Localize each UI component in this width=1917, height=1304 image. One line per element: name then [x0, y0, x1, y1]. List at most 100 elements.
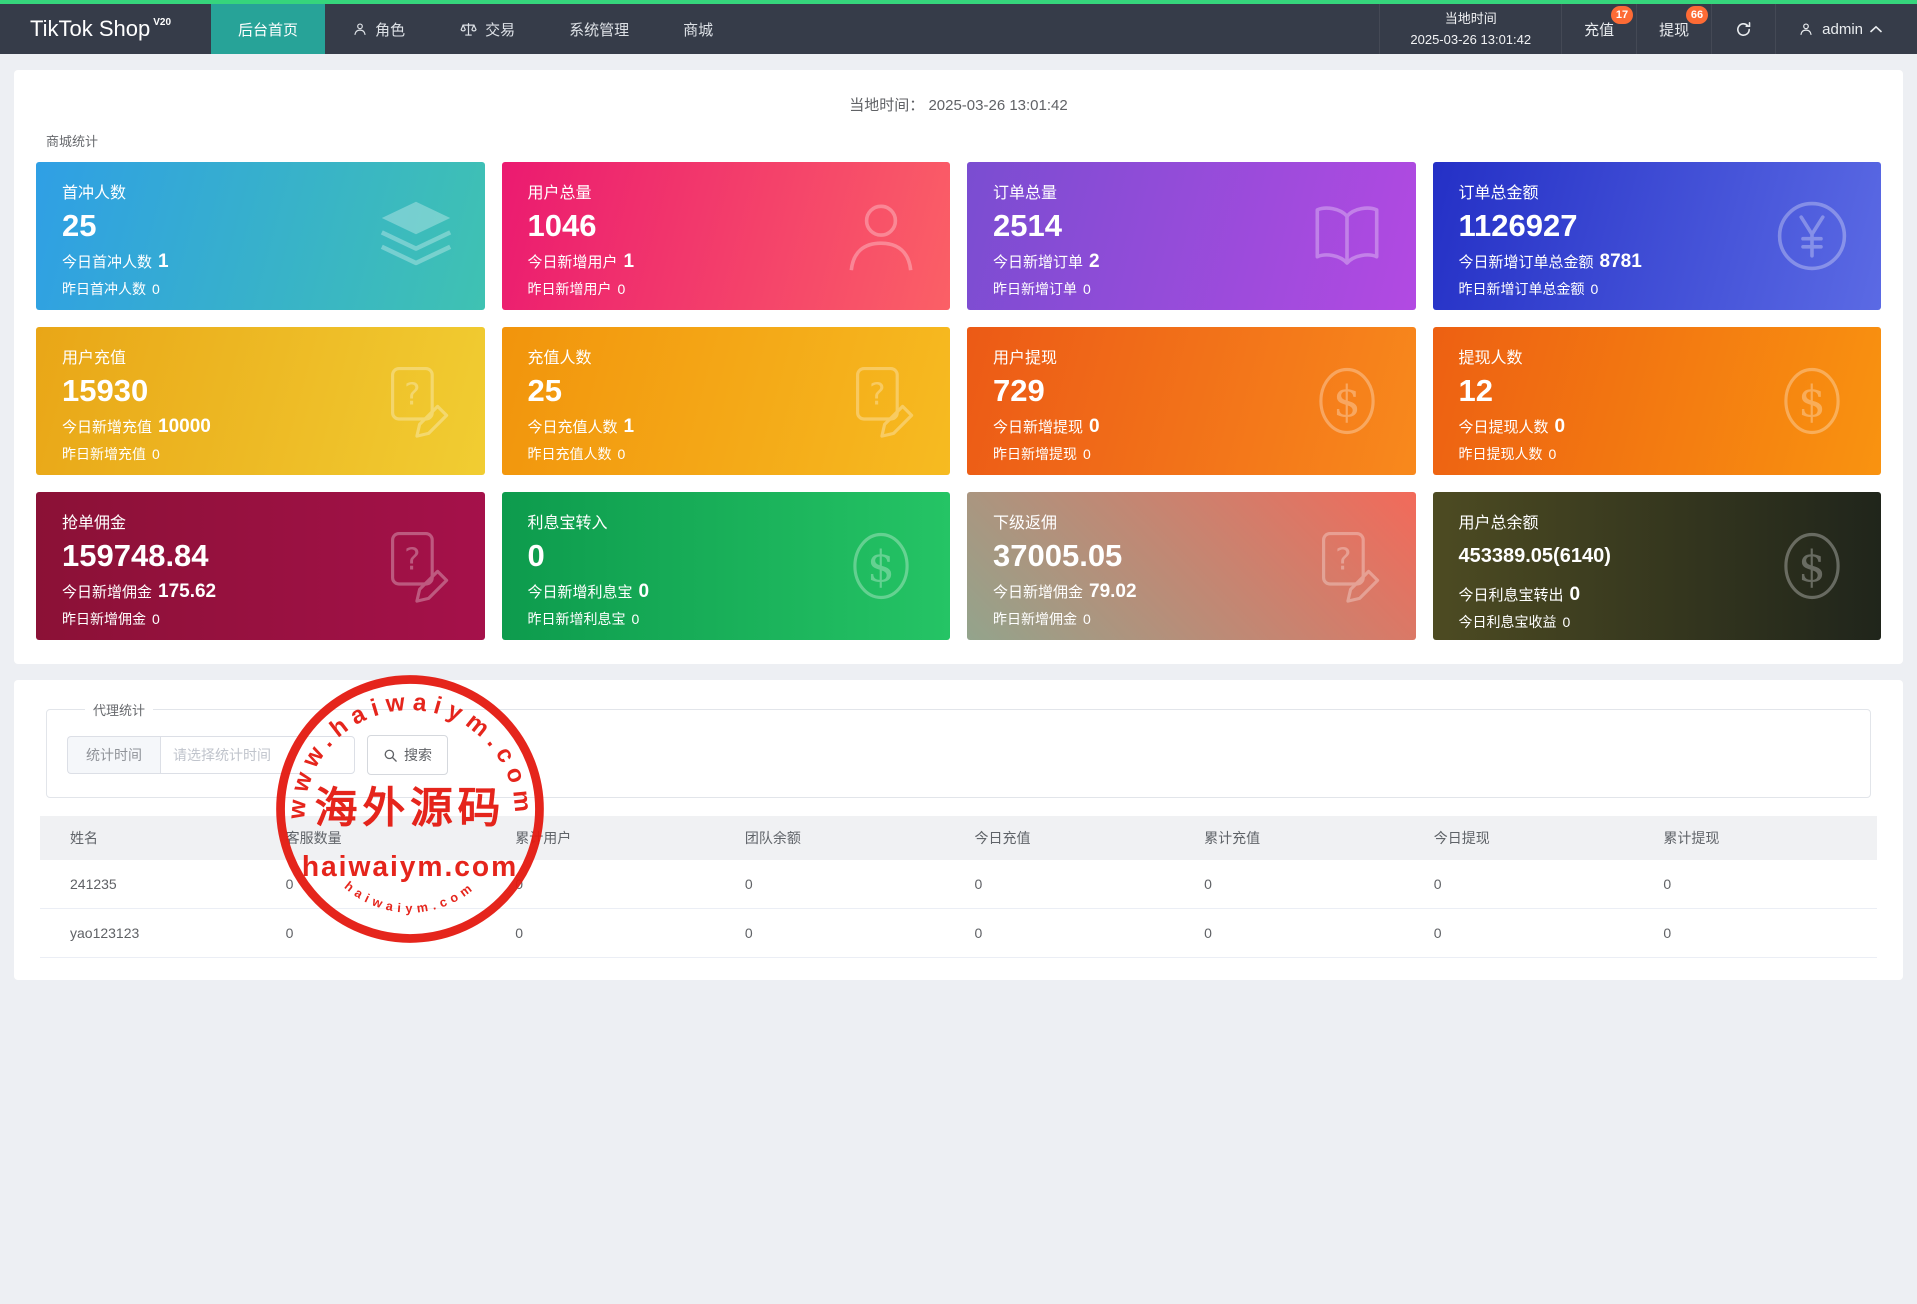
svg-text:$: $: [1798, 542, 1825, 592]
stat-card-title: 用户总余额: [1458, 515, 1539, 532]
agent-value-cell: 0: [269, 860, 500, 909]
agent-table-header-row: 姓名 客服数量 累计用户 团队余额 今日充值 累计充值 今日提现 累计提现: [40, 816, 1877, 860]
mall-stats-title: 商城统计: [46, 134, 99, 149]
svg-text:?: ?: [869, 378, 885, 413]
top-navbar: TikTok Shop V20 后台首页 角色 交易 系统管理 商城 当地时间 2025…: [0, 0, 1917, 54]
stat-card-today-line: 今日新增订单 2: [993, 250, 1100, 272]
stat-card-today-line: 今日利息宝转出 0: [1458, 584, 1581, 605]
agent-col-header-0: 姓名: [40, 816, 270, 860]
agent-value-cell: 0: [499, 860, 729, 909]
stat-card-today-line: 今日新增佣金 175.62: [62, 580, 217, 602]
local-time-display: 当地时间 2025-03-26 13:01:42: [1379, 4, 1561, 54]
recharge-label: 充值: [1584, 21, 1615, 39]
nav-item-system[interactable]: 系统管理: [542, 4, 656, 54]
stat-time-input[interactable]: [160, 736, 355, 774]
local-time-value: 2025-03-26 13:01:42: [1410, 32, 1532, 47]
stat-card-value: 1046: [527, 208, 597, 243]
stat-card-title: 用户总量: [527, 185, 592, 202]
local-time-line: 当地时间： 2025-03-26 13:01:42: [36, 84, 1881, 117]
stat-card-yesterday-line: 昨日新增用户 0: [527, 280, 626, 297]
dollar-icon: $: [1767, 521, 1857, 611]
note-icon: ?: [371, 521, 461, 611]
stat-card-yesterday-line: 昨日提现人数 0: [1458, 445, 1557, 462]
stat-card-yesterday-line: 昨日首冲人数 0: [62, 280, 160, 297]
nav-item-label: 商城: [683, 21, 714, 39]
stat-card-yesterday-line: 昨日新增订单总金额 0: [1458, 280, 1599, 297]
nav-item-roles[interactable]: 角色: [325, 4, 432, 54]
stat-card-yesterday-line: 昨日新增提现 0: [993, 445, 1091, 462]
nav-item-trade[interactable]: 交易: [432, 4, 542, 54]
stat-card-user-total-balance: 用户总余额 453389.05(6140) 今日利息宝转出 0 今日利息宝收益 0 $: [1432, 492, 1881, 640]
nav-item-mall[interactable]: 商城: [656, 4, 740, 54]
search-button[interactable]: 搜索: [367, 735, 448, 775]
agent-filter-row: 统计时间 搜索: [67, 735, 1850, 775]
recharge-nav-button[interactable]: 充值 17: [1561, 4, 1636, 54]
note-icon: ?: [836, 356, 926, 446]
yen-icon: [1767, 191, 1857, 281]
agent-value-cell: 0: [1417, 860, 1648, 909]
withdraw-label: 提现: [1659, 21, 1690, 39]
app-logo[interactable]: TikTok Shop V20: [0, 4, 211, 54]
stat-card-title: 订单总量: [993, 185, 1058, 202]
stat-card-value: 453389.05(6140): [1458, 545, 1611, 567]
stat-card-value: 729: [993, 373, 1045, 408]
stat-card-title: 充值人数: [527, 350, 592, 367]
dollar-icon: $: [1302, 356, 1392, 446]
agent-col-header-7: 累计提现: [1647, 816, 1877, 860]
agent-value-cell: 0: [958, 908, 1189, 958]
agent-stats-title: 代理统计: [93, 703, 146, 718]
search-icon: [383, 748, 398, 763]
agent-col-header-2: 累计用户: [499, 816, 729, 860]
agent-value-cell: 0: [1417, 908, 1648, 958]
refresh-button[interactable]: [1711, 4, 1775, 54]
stat-card-value: 37005.05: [993, 538, 1123, 573]
user-icon: [1798, 21, 1814, 37]
nav-item-label: 后台首页: [238, 21, 299, 39]
stat-card-yesterday-line: 昨日新增佣金 0: [62, 610, 160, 627]
stat-card-yesterday-line: 昨日新增充值 0: [62, 445, 160, 462]
stat-card-grab-commission: 抢单佣金 159748.84 今日新增佣金 175.62 昨日新增佣金 0?: [36, 492, 485, 640]
stat-card-recharge-users: 充值人数 25 今日充值人数 1 昨日充值人数 0?: [501, 327, 950, 475]
agent-name-cell: yao123123: [40, 908, 270, 958]
brand-text: TikTok Shop: [30, 16, 151, 41]
username: admin: [1822, 20, 1863, 38]
agent-value-cell: 0: [1188, 908, 1418, 958]
book-icon: [1302, 191, 1392, 281]
svg-text:$: $: [1798, 377, 1825, 427]
stat-card-today-line: 今日提现人数 0: [1458, 415, 1566, 437]
nav-item-label: 交易: [485, 21, 516, 39]
chevron-up-icon: [1870, 25, 1882, 33]
search-button-label: 搜索: [404, 747, 432, 763]
withdraw-nav-button[interactable]: 提现 66: [1636, 4, 1711, 54]
stat-card-title: 利息宝转入: [527, 515, 608, 532]
agent-stats-fieldset: 代理统计 统计时间 搜索: [46, 700, 1871, 798]
nav-item-home[interactable]: 后台首页: [211, 4, 326, 54]
stat-card-first-recharge-users: 首冲人数 25 今日首冲人数 1 昨日首冲人数 0: [36, 162, 485, 310]
nav-item-label: 系统管理: [569, 21, 630, 39]
nav-item-label: 角色: [375, 21, 406, 39]
stat-card-withdraw-users: 提现人数 12 今日提现人数 0 昨日提现人数 0 $: [1432, 327, 1881, 475]
stat-card-total-order-amount: 订单总金额 1126927 今日新增订单总金额 8781 昨日新增订单总金额 0: [1432, 162, 1881, 310]
agent-col-header-1: 客服数量: [269, 816, 500, 860]
agent-table-row: yao123123 0 0 0 0 0 0 0: [40, 908, 1877, 958]
stat-card-yesterday-line: 昨日充值人数 0: [527, 445, 626, 462]
agent-col-header-6: 今日提现: [1417, 816, 1648, 860]
agent-value-cell: 0: [499, 908, 729, 958]
svg-text:?: ?: [404, 543, 420, 578]
stat-card-user-withdraw: 用户提现 729 今日新增提现 0 昨日新增提现 0 $: [967, 327, 1416, 475]
user-icon: [836, 191, 926, 281]
stat-card-title: 提现人数: [1458, 350, 1523, 367]
note-icon: ?: [371, 356, 461, 446]
stat-card-value: 1126927: [1458, 208, 1578, 243]
stat-card-yesterday-line: 昨日新增利息宝 0: [527, 610, 640, 627]
local-time-line-label: 当地时间：: [849, 97, 925, 114]
stat-card-today-line: 今日新增用户 1: [527, 250, 635, 272]
agent-value-cell: 0: [1188, 860, 1418, 909]
agent-col-header-5: 累计充值: [1188, 816, 1418, 860]
dollar-icon: $: [836, 521, 926, 611]
stat-card-today-line: 今日新增提现 0: [993, 415, 1100, 437]
stat-card-value: 25: [62, 208, 97, 243]
recharge-badge: 17: [1610, 6, 1634, 24]
user-menu[interactable]: admin: [1775, 4, 1917, 54]
stat-card-title: 抢单佣金: [62, 515, 127, 532]
